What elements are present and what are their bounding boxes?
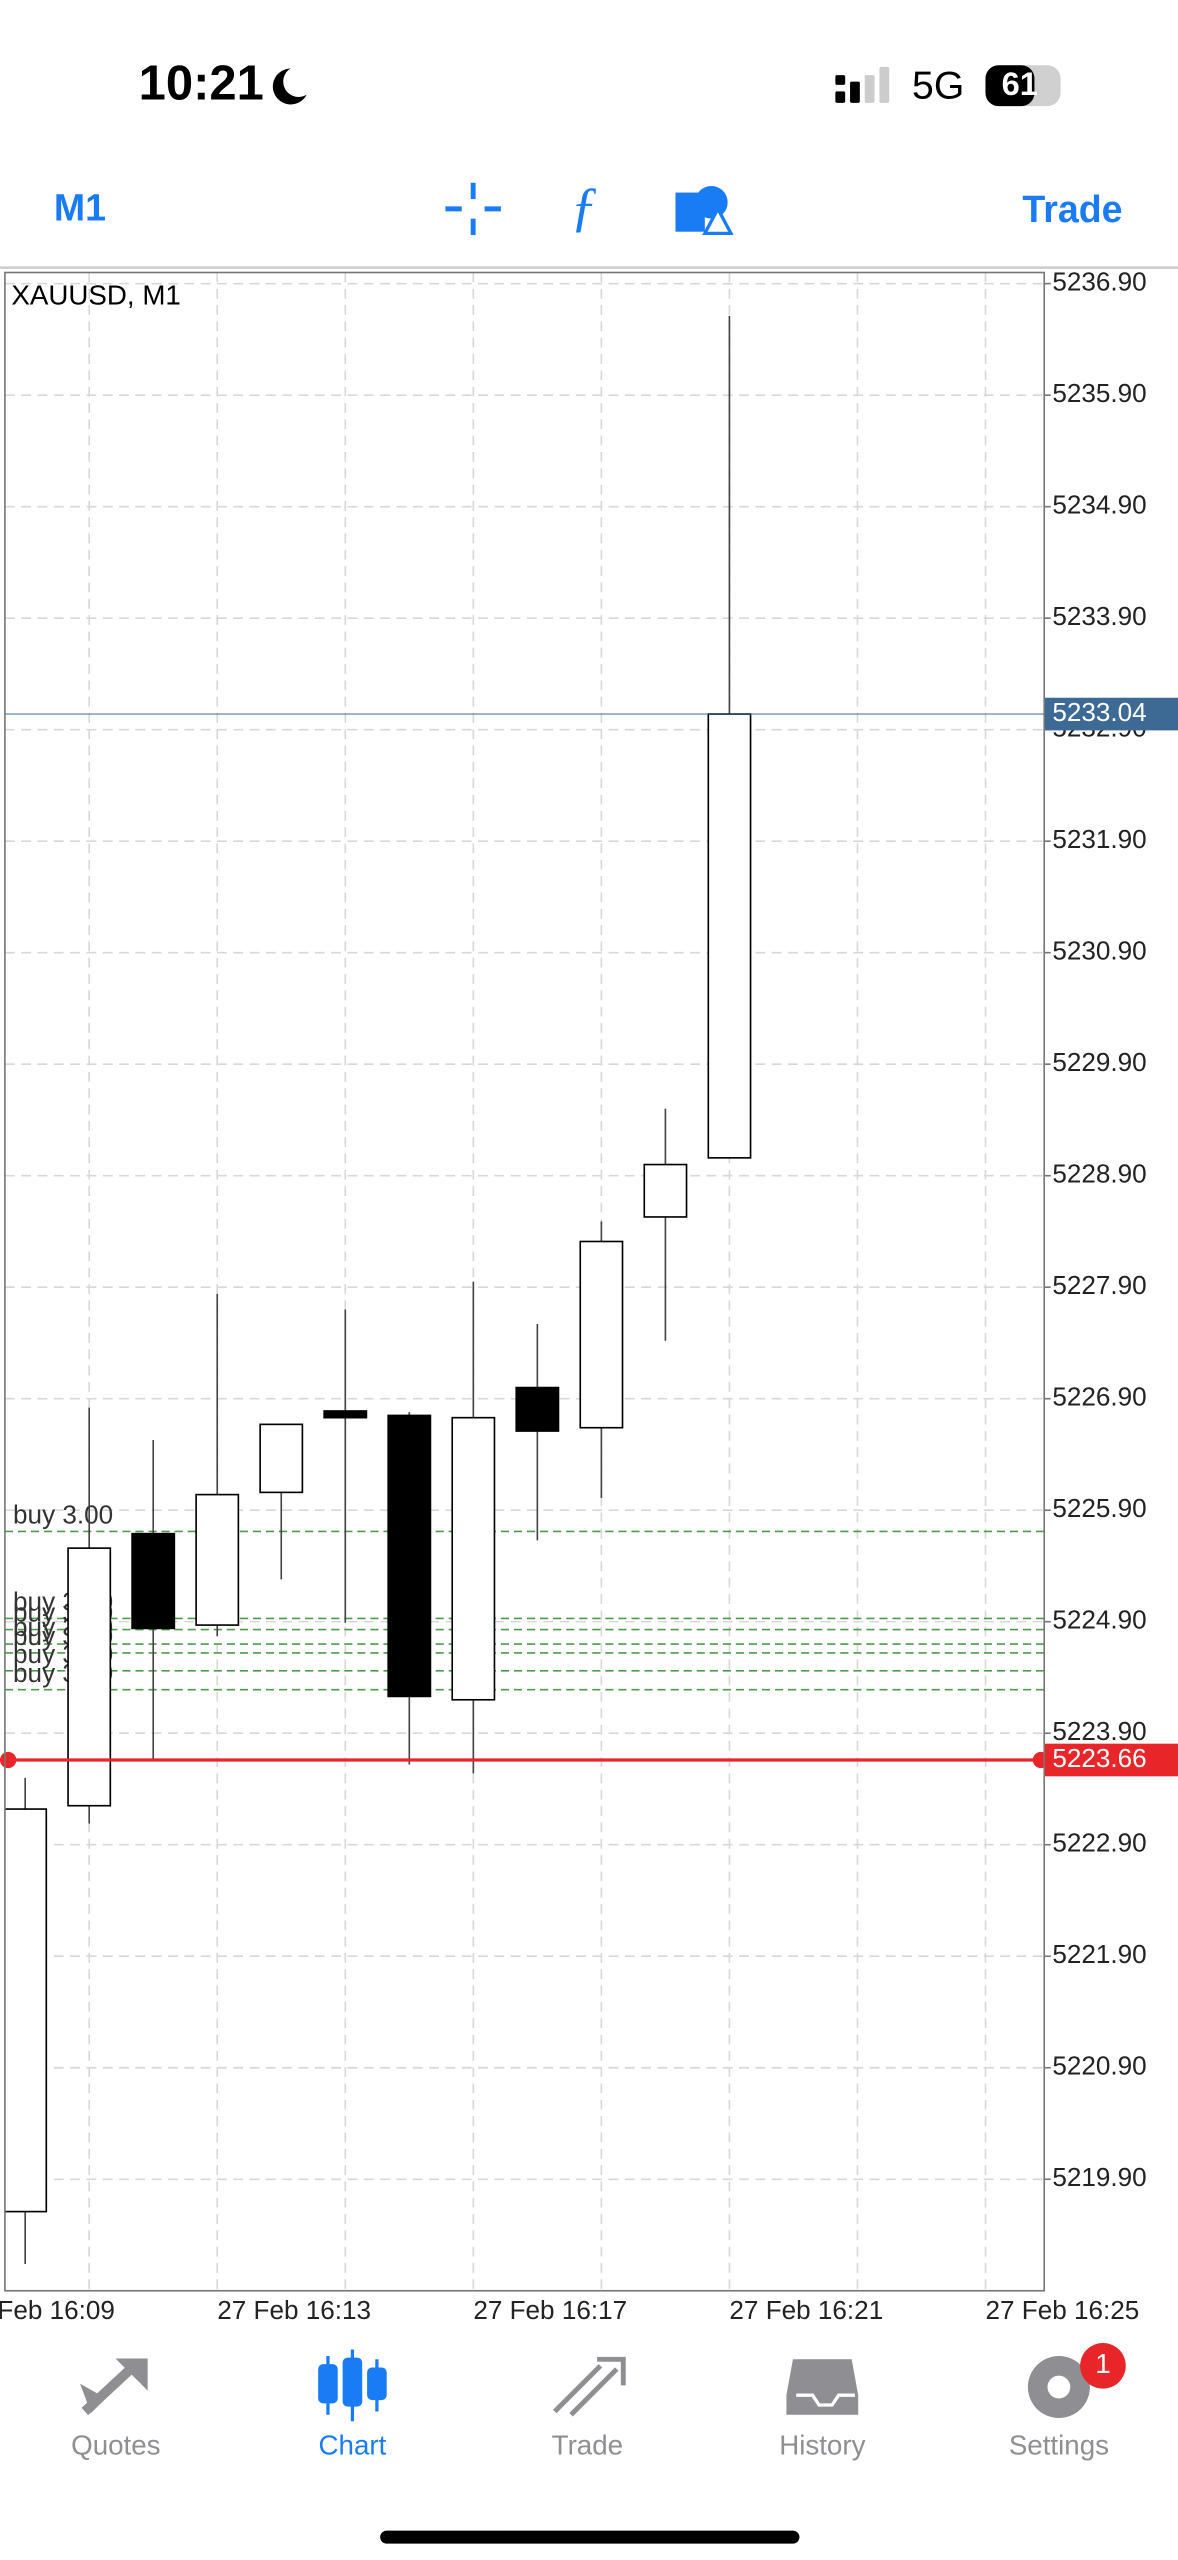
objects-button[interactable] bbox=[675, 186, 734, 235]
battery-level bbox=[985, 65, 1035, 107]
tab-label[interactable]: Chart bbox=[319, 2430, 387, 2461]
trade-button[interactable]: Trade bbox=[1022, 188, 1122, 230]
candle-body bbox=[707, 713, 752, 1159]
signal-icon bbox=[835, 66, 890, 103]
y-tick-label: 5228.90 bbox=[1052, 1159, 1146, 1189]
x-tick-label: 27 Feb 16:21 bbox=[729, 2295, 883, 2325]
moon-icon bbox=[272, 68, 307, 105]
candle-body bbox=[259, 1423, 304, 1494]
y-tick-label: 5231.90 bbox=[1052, 824, 1146, 854]
candle-body bbox=[131, 1532, 176, 1630]
y-tick-label: 5220.90 bbox=[1052, 2051, 1146, 2081]
x-tick-label: 27 Feb 16:25 bbox=[986, 2295, 1140, 2325]
chart-icon bbox=[318, 2349, 387, 2422]
y-tick-label: 5235.90 bbox=[1052, 378, 1146, 408]
axes: 5236.905235.905234.905233.905232.905231.… bbox=[0, 267, 1178, 2325]
candle-body bbox=[643, 1163, 688, 1218]
candle-body bbox=[579, 1240, 624, 1429]
order-label: buy 3.00 bbox=[13, 1500, 113, 1530]
tab-label[interactable]: Settings bbox=[1009, 2430, 1109, 2461]
history-icon bbox=[786, 2359, 859, 2415]
candle-body bbox=[195, 1493, 240, 1626]
y-tick-label: 5225.90 bbox=[1052, 1493, 1146, 1523]
y-tick-label: 5236.90 bbox=[1052, 267, 1146, 297]
clock: 10:21 bbox=[139, 56, 264, 110]
y-tick-label: 5227.90 bbox=[1052, 1270, 1146, 1300]
candle-body bbox=[451, 1416, 496, 1701]
crosshair-button[interactable] bbox=[445, 182, 501, 235]
y-tick-label: 5224.90 bbox=[1052, 1605, 1146, 1635]
price-tag bbox=[1044, 697, 1178, 731]
indicators-button[interactable]: ƒ bbox=[570, 176, 598, 237]
y-tick-label: 5230.90 bbox=[1052, 936, 1146, 966]
price-tag-label: 5233.04 bbox=[1052, 697, 1146, 727]
price-line-handle bbox=[0, 1751, 17, 1769]
trade-icon bbox=[553, 2356, 626, 2417]
plot-frame bbox=[4, 271, 1046, 2292]
candle-body bbox=[4, 1808, 48, 2213]
candle-body bbox=[323, 1410, 368, 1419]
tab-label[interactable]: Quotes bbox=[71, 2430, 160, 2461]
y-tick-label: 5226.90 bbox=[1052, 1382, 1146, 1412]
tab-label[interactable]: Trade bbox=[552, 2430, 623, 2461]
settings-icon bbox=[1027, 2356, 1090, 2419]
x-tick-label: 27 Feb 16:17 bbox=[473, 2295, 627, 2325]
candle-body bbox=[515, 1386, 560, 1432]
price-tag bbox=[1044, 1743, 1178, 1777]
candle-body bbox=[67, 1547, 112, 1807]
chart-title: XAUUSD, M1 bbox=[11, 279, 180, 310]
home-indicator bbox=[380, 2530, 800, 2544]
y-tick-label: 5219.90 bbox=[1052, 2162, 1146, 2192]
tab-label[interactable]: History bbox=[779, 2430, 865, 2461]
y-tick-label: 5222.90 bbox=[1052, 1828, 1146, 1858]
x-tick-label: 27 Feb 16:09 bbox=[0, 2295, 115, 2325]
badge-count: 1 bbox=[1095, 2348, 1110, 2379]
network: 5G bbox=[912, 64, 964, 107]
y-tick-label: 5234.90 bbox=[1052, 490, 1146, 520]
timeframe-button[interactable]: M1 bbox=[54, 186, 106, 228]
battery-percent: 61 bbox=[1002, 65, 1038, 102]
price-tag-label: 5223.66 bbox=[1052, 1743, 1146, 1773]
tab-bar: 1 Quotes Chart Trade History Settings bbox=[71, 2342, 1126, 2461]
x-tick-label: 27 Feb 16:13 bbox=[217, 2295, 371, 2325]
quotes-icon bbox=[80, 2358, 148, 2416]
y-tick-label: 5233.90 bbox=[1052, 601, 1146, 631]
y-tick-label: 5221.90 bbox=[1052, 1939, 1146, 1969]
candle-body bbox=[387, 1414, 432, 1698]
y-tick-label: 5229.90 bbox=[1052, 1047, 1146, 1077]
badge bbox=[1080, 2342, 1126, 2389]
y-tick-label: 5223.90 bbox=[1052, 1716, 1146, 1746]
